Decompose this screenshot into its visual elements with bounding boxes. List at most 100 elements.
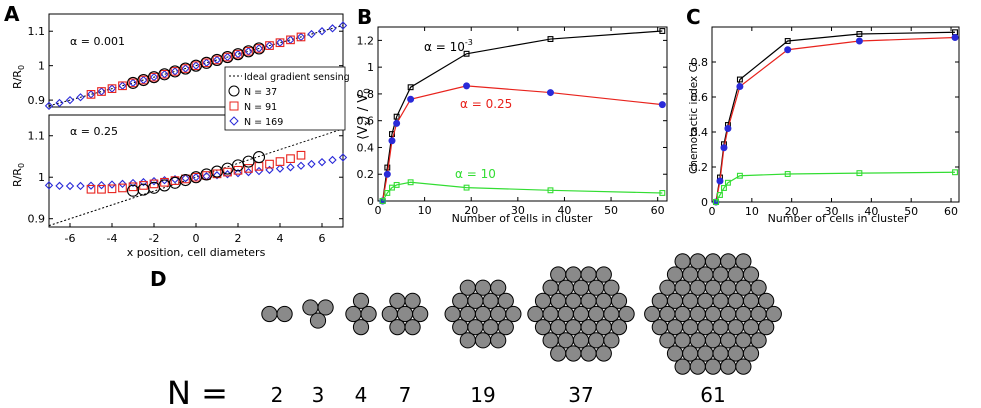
x-tick-label: 10: [745, 205, 759, 218]
y-tick-label: 1: [38, 171, 45, 184]
cell: [482, 319, 499, 336]
x-tick-label: 0: [193, 232, 200, 245]
y-tick-label: 1: [38, 60, 45, 73]
legend-entry-n169: N = 169: [244, 117, 283, 128]
data-point-series-1: [720, 144, 728, 152]
cluster-19: [444, 279, 522, 349]
cell: [659, 332, 676, 349]
cell: [697, 266, 714, 283]
cell: [360, 305, 377, 323]
cell: [588, 332, 605, 349]
cell: [659, 279, 676, 296]
cell: [497, 292, 514, 309]
data-point-circle: [242, 155, 255, 168]
cell: [697, 292, 714, 309]
data-point-diamond: [317, 27, 327, 36]
data-point-square: [275, 38, 285, 48]
data-point-series-0: [463, 50, 470, 57]
series-label-alpha-1e-3: α = 10-3: [424, 38, 473, 54]
cell: [666, 345, 684, 362]
cell: [474, 332, 492, 349]
data-point-diamond: [233, 50, 243, 59]
y-tick-label: 0: [367, 195, 374, 208]
cell: [659, 305, 676, 323]
cell: [572, 332, 590, 349]
data-point-square: [160, 177, 169, 187]
data-point-series-0: [547, 36, 554, 42]
cell: [527, 305, 544, 323]
data-point-series-1: [784, 46, 792, 54]
cell: [651, 319, 668, 336]
cell: [381, 305, 398, 323]
cluster-count-label: 4: [355, 383, 368, 407]
cell: [651, 292, 668, 309]
x-tick-label: -4: [107, 232, 118, 245]
ideal-gradient-line: [48, 128, 344, 227]
cell: [742, 345, 760, 362]
data-point-square: [149, 72, 159, 82]
data-point-square: [265, 41, 274, 50]
x-tick-label: 20: [464, 204, 478, 217]
data-point-square: [97, 184, 106, 194]
cell: [720, 253, 737, 270]
cell: [565, 292, 582, 309]
cell: [682, 319, 699, 336]
cell: [712, 266, 729, 283]
data-point-series-2: [952, 169, 958, 176]
data-point-series-2: [393, 181, 400, 188]
cell: [742, 266, 760, 283]
y-tick-label: 0: [701, 196, 708, 209]
cell: [610, 292, 628, 309]
cell: [682, 292, 699, 309]
x-axis-label: Number of cells in cluster: [768, 212, 909, 225]
cell: [580, 292, 597, 309]
cell: [712, 319, 729, 336]
cluster-count-label: 19: [470, 383, 495, 407]
cell: [482, 292, 499, 309]
cell: [572, 279, 590, 296]
legend: Ideal gradient sensing N = 37 N = 91 N =…: [224, 66, 350, 131]
x-tick-label: 2: [235, 232, 242, 245]
data-point-diamond: [44, 181, 54, 190]
data-point-square: [296, 150, 306, 160]
cell: [389, 292, 406, 309]
legend-entry-n91: N = 91: [244, 102, 277, 113]
cell: [689, 332, 706, 349]
cell: [742, 292, 760, 309]
cell: [666, 319, 684, 336]
data-point-diamond: [97, 181, 106, 190]
data-point-series-2: [724, 179, 731, 186]
panel-b: 0 0.2 0.4 0.6 0.8 1 1.2 0 10 20 30 40 50 60 α = 10-3…: [356, 26, 668, 225]
y-tick-label: 0.6: [357, 115, 375, 128]
legend-entry-n37: N = 37: [244, 87, 277, 98]
cell: [674, 358, 691, 375]
cell: [534, 319, 552, 336]
data-point-diamond: [107, 180, 117, 189]
data-point-series-1: [951, 34, 959, 41]
x-tick-label: 50: [904, 205, 918, 218]
legend-swatch-n37: [228, 85, 240, 97]
data-point-square: [244, 164, 253, 173]
cell: [735, 332, 752, 349]
data-point-diamond: [139, 177, 148, 187]
data-point-square: [107, 84, 117, 93]
x-tick-label: 30: [825, 205, 839, 218]
data-point-series-0: [393, 113, 400, 120]
cluster-37: [527, 266, 635, 362]
cell: [704, 279, 722, 296]
data-point-series-0: [784, 38, 791, 44]
data-point-square: [118, 81, 127, 91]
data-point-series-1: [383, 170, 391, 178]
data-point-square: [86, 184, 96, 194]
cell: [603, 332, 620, 349]
axes-frame: [377, 26, 668, 202]
data-point-diamond: [160, 176, 169, 185]
cell: [720, 305, 737, 323]
cell: [595, 266, 612, 283]
series-line-1: [715, 36, 956, 203]
series-label-alpha-10: α = 10: [455, 167, 496, 181]
data-point-diamond: [118, 179, 127, 189]
data-point-diamond: [76, 181, 85, 191]
data-point-diamond: [97, 87, 106, 96]
